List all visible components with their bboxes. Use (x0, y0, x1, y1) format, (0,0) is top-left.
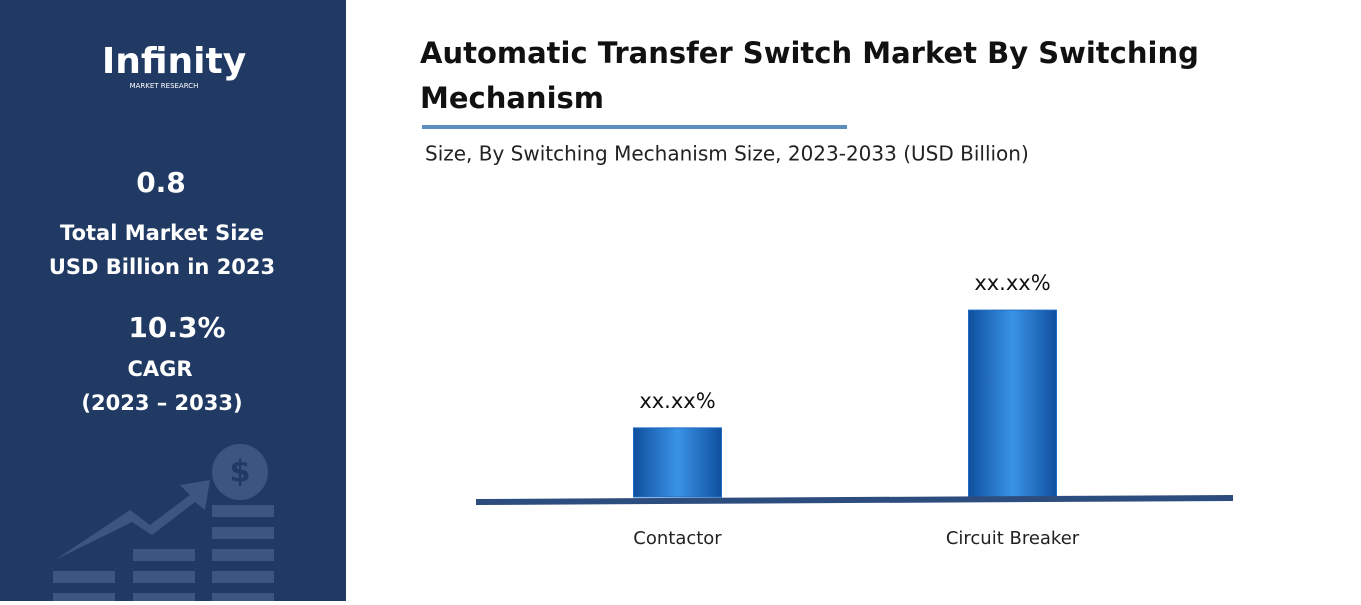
chart-title: Mechanism (420, 81, 604, 115)
value-label: xx.xx% (974, 271, 1050, 295)
baseline (475, 495, 1234, 505)
stat: 10.3% (128, 311, 225, 344)
chart-title: Automatic Transfer Switch Market By Swit… (420, 36, 1199, 70)
x-tick-label: Contactor (633, 528, 722, 549)
logo: Infinity (102, 41, 246, 82)
bar (968, 309, 1057, 498)
x-tick-label: Circuit Breaker (946, 528, 1080, 549)
stat-label: CAGR (127, 357, 192, 381)
sidebar (0, 0, 346, 601)
plot: Contactor xx.xx% Circuit Breaker xx.xx% (633, 271, 1080, 549)
value-label: xx.xx% (639, 389, 715, 413)
logo-sub: MARKET RESEARCH (130, 82, 199, 90)
stat-label: Total Market Size (60, 221, 264, 245)
stat: 0.8 (136, 166, 186, 199)
chart-subtitle: Size, By Switching Mechanism Size, 2023-… (425, 142, 1029, 166)
stat-label: USD Billion in 2023 (49, 255, 275, 279)
dollar-sign: $ (230, 455, 251, 490)
title-underline (422, 125, 847, 129)
stat-label: (2023 – 2033) (81, 391, 242, 415)
bar (633, 427, 722, 498)
